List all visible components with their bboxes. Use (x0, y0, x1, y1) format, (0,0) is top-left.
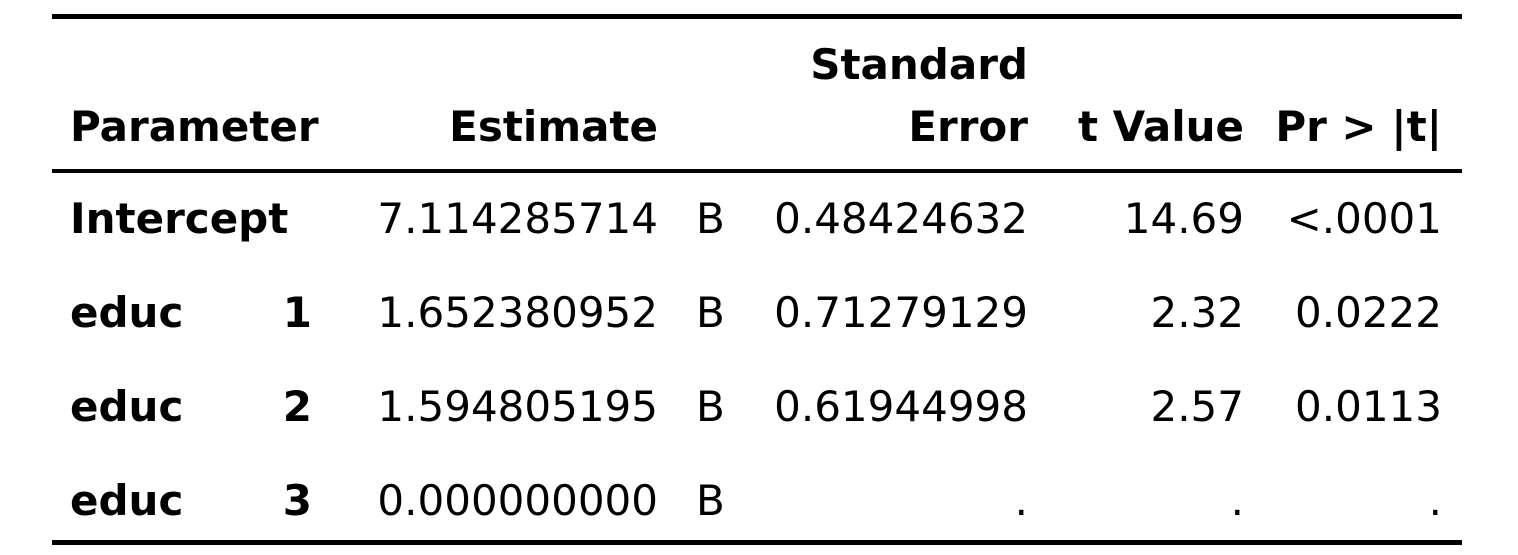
header-p-value: Pr > |t| (1275, 102, 1442, 151)
row-std-error: 0.71279129 (774, 288, 1028, 337)
header-t-value: t Value (1077, 102, 1244, 151)
table-top-rule (52, 14, 1462, 19)
row-estimate: 1.652380952 (377, 288, 658, 337)
table-header-rule (52, 169, 1462, 173)
row-parameter: educ (70, 476, 184, 525)
row-t-value: . (1230, 476, 1244, 525)
header-std-error-line2: Error (908, 102, 1028, 151)
row-estimate: 0.000000000 (377, 476, 658, 525)
row-p-value: <.0001 (1286, 194, 1442, 243)
row-estimate: 7.114285714 (377, 194, 658, 243)
row-p-value: . (1428, 476, 1442, 525)
row-level: 2 (282, 382, 312, 431)
row-p-value: 0.0113 (1295, 382, 1442, 431)
header-std-error-line1: Standard (810, 40, 1028, 89)
row-p-value: 0.0222 (1295, 288, 1442, 337)
row-t-value: 14.69 (1123, 194, 1244, 243)
row-level: 3 (282, 476, 312, 525)
row-parameter: Intercept (70, 194, 289, 243)
header-estimate: Estimate (449, 102, 658, 151)
row-flag: B (696, 382, 725, 431)
row-std-error: 0.61944998 (774, 382, 1028, 431)
row-t-value: 2.57 (1150, 382, 1244, 431)
row-flag: B (696, 288, 725, 337)
row-level: 1 (282, 288, 312, 337)
row-std-error: . (1014, 476, 1028, 525)
row-parameter: educ (70, 288, 184, 337)
row-t-value: 2.32 (1150, 288, 1244, 337)
row-estimate: 1.594805195 (377, 382, 658, 431)
row-flag: B (696, 476, 725, 525)
row-flag: B (696, 194, 725, 243)
header-parameter: Parameter (70, 102, 319, 151)
row-parameter: educ (70, 382, 184, 431)
table-bottom-rule (52, 540, 1462, 545)
row-std-error: 0.48424632 (774, 194, 1028, 243)
